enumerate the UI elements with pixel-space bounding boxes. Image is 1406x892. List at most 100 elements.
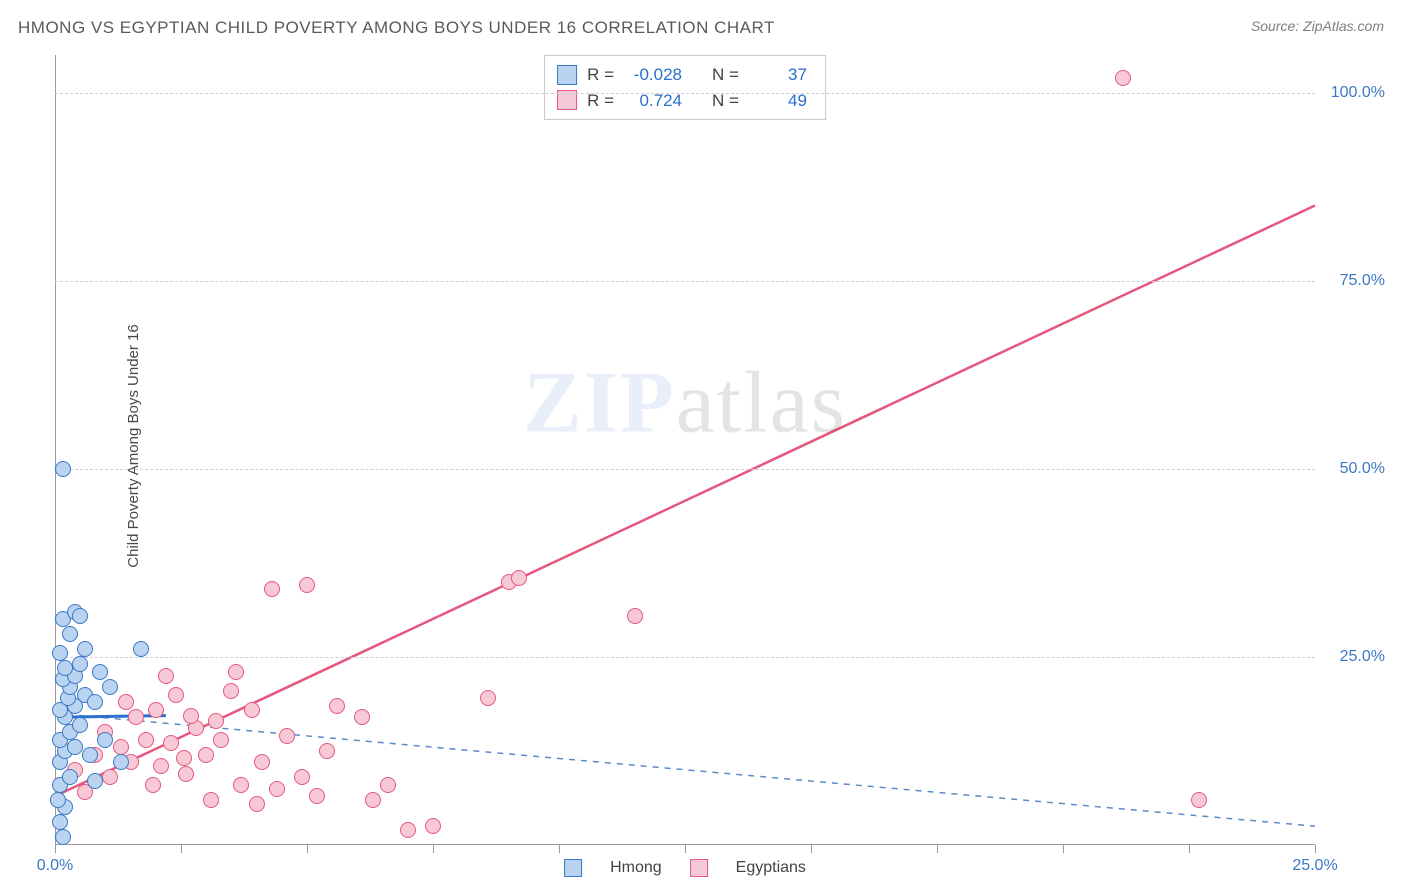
gridline — [55, 93, 1315, 94]
data-point — [1115, 70, 1131, 86]
r-value-egyptian: 0.724 — [624, 88, 682, 114]
x-tick — [937, 845, 938, 853]
x-tick — [1315, 845, 1316, 853]
data-point — [52, 645, 68, 661]
y-tick-label: 75.0% — [1325, 272, 1385, 290]
x-tick — [811, 845, 812, 853]
gridline — [55, 657, 1315, 658]
trend-lines-layer — [55, 55, 1315, 845]
data-point — [213, 732, 229, 748]
data-point — [82, 747, 98, 763]
data-point — [319, 743, 335, 759]
data-point — [480, 690, 496, 706]
legend-swatch-egyptian — [690, 859, 708, 877]
data-point — [244, 702, 260, 718]
data-point — [102, 679, 118, 695]
data-point — [87, 694, 103, 710]
data-point — [279, 728, 295, 744]
data-point — [57, 660, 73, 676]
data-point — [72, 656, 88, 672]
data-point — [62, 769, 78, 785]
data-point — [198, 747, 214, 763]
data-point — [223, 683, 239, 699]
y-tick-label: 100.0% — [1325, 84, 1385, 102]
trend-line — [55, 713, 1315, 826]
data-point — [178, 766, 194, 782]
gridline — [55, 469, 1315, 470]
data-point — [113, 739, 129, 755]
swatch-hmong — [557, 65, 577, 85]
data-point — [380, 777, 396, 793]
data-point — [153, 758, 169, 774]
data-point — [627, 608, 643, 624]
legend-swatch-hmong — [564, 859, 582, 877]
data-point — [254, 754, 270, 770]
data-point — [249, 796, 265, 812]
x-tick-label: 0.0% — [37, 857, 73, 875]
data-point — [62, 626, 78, 642]
x-tick — [55, 845, 56, 853]
data-point — [102, 769, 118, 785]
data-point — [233, 777, 249, 793]
data-point — [148, 702, 164, 718]
data-point — [294, 769, 310, 785]
data-point — [118, 694, 134, 710]
gridline — [55, 281, 1315, 282]
data-point — [92, 664, 108, 680]
x-tick — [685, 845, 686, 853]
data-point — [400, 822, 416, 838]
data-point — [176, 750, 192, 766]
data-point — [1191, 792, 1207, 808]
data-point — [269, 781, 285, 797]
data-point — [208, 713, 224, 729]
data-point — [97, 732, 113, 748]
data-point — [425, 818, 441, 834]
data-point — [55, 829, 71, 845]
x-tick — [181, 845, 182, 853]
data-point — [50, 792, 66, 808]
stats-row-egyptian: R = 0.724 N = 49 — [557, 88, 807, 114]
chart-title: HMONG VS EGYPTIAN CHILD POVERTY AMONG BO… — [18, 18, 775, 38]
n-value-egyptian: 49 — [749, 88, 807, 114]
data-point — [72, 608, 88, 624]
stats-row-hmong: R = -0.028 N = 37 — [557, 62, 807, 88]
data-point — [113, 754, 129, 770]
data-point — [163, 735, 179, 751]
data-point — [299, 577, 315, 593]
n-value-hmong: 37 — [749, 62, 807, 88]
x-tick — [1063, 845, 1064, 853]
legend-label-hmong: Hmong — [610, 859, 662, 877]
x-tick — [1189, 845, 1190, 853]
legend: Hmong Egyptians — [564, 859, 806, 877]
x-tick — [433, 845, 434, 853]
data-point — [67, 739, 83, 755]
data-point — [77, 641, 93, 657]
data-point — [55, 461, 71, 477]
data-point — [133, 641, 149, 657]
y-tick-label: 50.0% — [1325, 460, 1385, 478]
data-point — [365, 792, 381, 808]
data-point — [52, 814, 68, 830]
data-point — [158, 668, 174, 684]
data-point — [128, 709, 144, 725]
data-point — [168, 687, 184, 703]
data-point — [145, 777, 161, 793]
r-value-hmong: -0.028 — [624, 62, 682, 88]
data-point — [354, 709, 370, 725]
scatter-plot-area: ZIPatlas R = -0.028 N = 37 R = 0.724 N =… — [55, 55, 1315, 845]
data-point — [203, 792, 219, 808]
data-point — [228, 664, 244, 680]
data-point — [72, 717, 88, 733]
x-tick — [559, 845, 560, 853]
data-point — [138, 732, 154, 748]
data-point — [87, 773, 103, 789]
data-point — [309, 788, 325, 804]
x-tick — [307, 845, 308, 853]
data-point — [183, 708, 199, 724]
data-point — [329, 698, 345, 714]
correlation-stats-box: R = -0.028 N = 37 R = 0.724 N = 49 — [544, 55, 826, 120]
legend-label-egyptian: Egyptians — [736, 859, 806, 877]
x-tick-label: 25.0% — [1292, 857, 1337, 875]
source-attribution: Source: ZipAtlas.com — [1251, 18, 1384, 34]
y-tick-label: 25.0% — [1325, 648, 1385, 666]
